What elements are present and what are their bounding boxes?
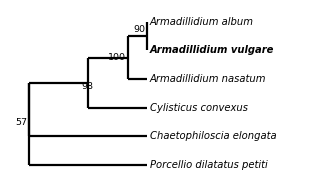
Text: Armadillidium nasatum: Armadillidium nasatum: [150, 74, 267, 84]
Text: 90: 90: [134, 24, 146, 33]
Text: Armadillidium vulgare: Armadillidium vulgare: [150, 45, 274, 56]
Text: 57: 57: [16, 118, 28, 127]
Text: 100: 100: [108, 53, 126, 62]
Text: Armadillidium album: Armadillidium album: [150, 17, 254, 27]
Text: Chaetophiloscia elongata: Chaetophiloscia elongata: [150, 131, 276, 141]
Text: Porcellio dilatatus petiti: Porcellio dilatatus petiti: [150, 160, 268, 170]
Text: 98: 98: [81, 82, 93, 91]
Text: Cylisticus convexus: Cylisticus convexus: [150, 103, 248, 113]
